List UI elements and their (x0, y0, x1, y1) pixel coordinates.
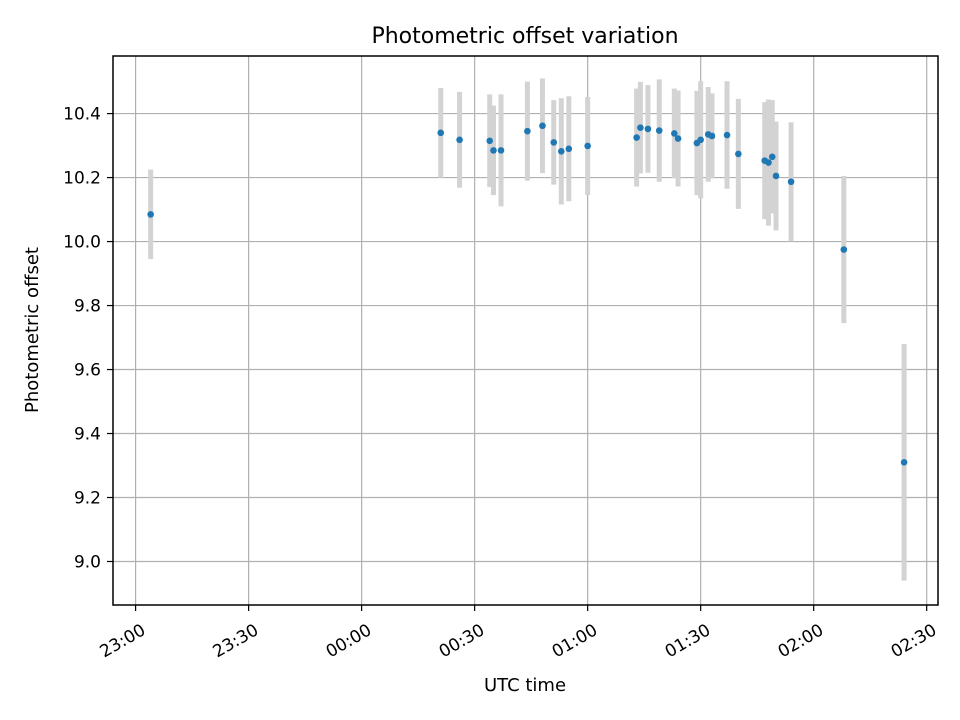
data-point (497, 147, 505, 154)
data-point (735, 150, 742, 158)
data-points (147, 122, 908, 466)
data-point (723, 131, 731, 139)
chart-title: Photometric offset variation (371, 24, 678, 49)
data-point (644, 125, 652, 133)
data-point (708, 132, 716, 140)
data-point (565, 145, 573, 153)
data-point (840, 246, 848, 253)
data-point (671, 130, 678, 137)
data-point (437, 129, 445, 137)
data-point (900, 459, 908, 466)
data-point (490, 147, 497, 154)
data-point (772, 172, 780, 180)
y-axis-ticks: 9.0 9.2 9.4 9.6 9.8 10.0 10.2 10.4 (63, 105, 113, 572)
y-tick-label: 10.0 (63, 233, 101, 253)
y-axis-label: Photometric offset (22, 247, 43, 413)
y-tick-label: 9.6 (74, 361, 101, 381)
data-point (697, 136, 704, 144)
y-tick-label: 9.2 (74, 489, 101, 509)
data-point (456, 136, 463, 144)
data-point (674, 135, 682, 142)
y-tick-label: 9.8 (74, 297, 101, 317)
data-point (633, 134, 640, 141)
y-tick-label: 10.4 (63, 105, 101, 125)
data-point (486, 137, 494, 145)
data-point (557, 148, 565, 155)
data-point (768, 153, 776, 161)
data-point (655, 127, 663, 134)
data-point (765, 159, 772, 166)
data-point (147, 211, 154, 218)
y-tick-label: 10.2 (63, 169, 101, 189)
plot-area-frame (112, 55, 939, 606)
data-point (584, 142, 591, 150)
data-point (787, 178, 795, 186)
y-tick-label: 9.4 (74, 425, 101, 445)
data-point (637, 124, 644, 131)
y-tick-label: 9.0 (74, 552, 101, 572)
data-point (539, 122, 546, 130)
data-point (524, 127, 531, 135)
data-point (550, 139, 558, 146)
x-axis-label: UTC time (484, 675, 566, 696)
